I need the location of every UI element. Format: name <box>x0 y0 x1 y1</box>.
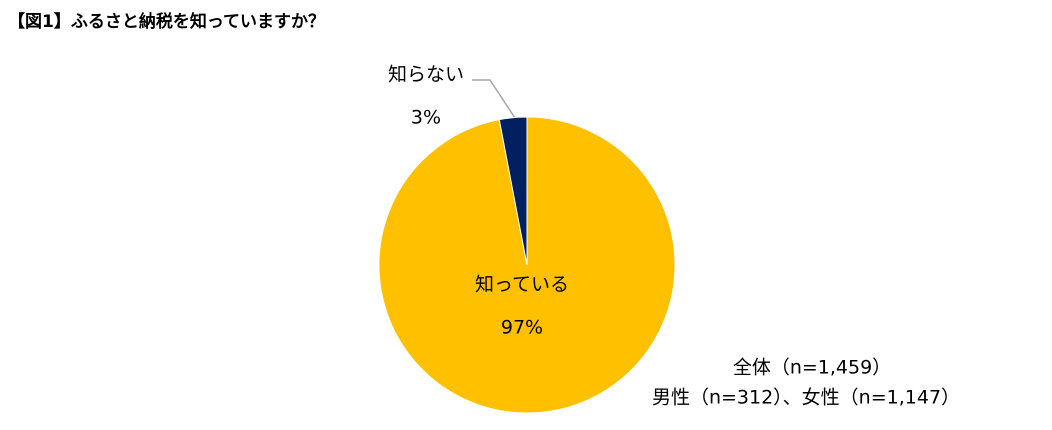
value-label: 3% <box>411 107 441 129</box>
slice-label: 知らない <box>388 64 464 86</box>
note: 男性（n=312）、女性（n=1,147） <box>652 387 960 409</box>
value-label: 97% <box>501 317 543 339</box>
pie-slice <box>498 116 528 266</box>
note: 全体（n=1,459） <box>733 357 891 379</box>
slice-label: 知っている <box>475 274 569 296</box>
leader-line <box>472 79 516 119</box>
chart-title: 【図1】ふるさと納税を知っていますか？ <box>8 11 325 32</box>
